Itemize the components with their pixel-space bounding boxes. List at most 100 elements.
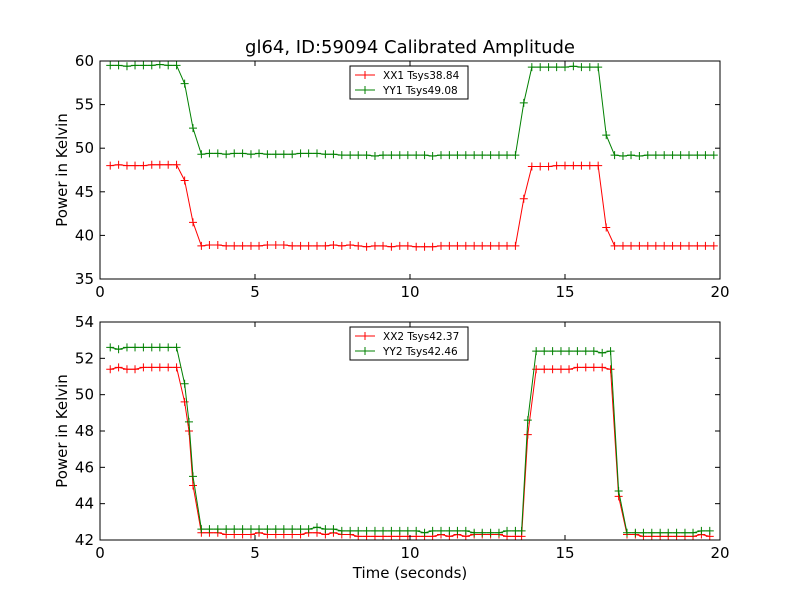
plot1-series-2-point bbox=[685, 151, 693, 160]
plot1-legend-label: YY1 Tsys49.08 bbox=[382, 85, 458, 97]
plot1-series-2-point bbox=[379, 151, 388, 160]
plot1-series-1-point bbox=[494, 241, 503, 250]
plot2-series-2-point bbox=[598, 348, 607, 357]
plot1-series-2-point bbox=[412, 151, 421, 160]
plot2-series-2-point bbox=[517, 526, 526, 535]
plot1-series-2-point bbox=[213, 149, 222, 158]
plot1-series-2-point bbox=[279, 150, 288, 159]
plot1-series-2-point bbox=[147, 61, 156, 70]
plot2-legend-item-1: XX2 Tsys42.37 bbox=[355, 331, 459, 343]
plot2-series-2-point bbox=[647, 528, 656, 537]
plot2-x-tick-label: 15 bbox=[555, 544, 574, 562]
plot2-series-2-point bbox=[172, 343, 181, 352]
plot1-series-1-point bbox=[395, 241, 404, 250]
plot2-series-2-point bbox=[445, 526, 454, 535]
plot2-y-tick-label: 50 bbox=[75, 386, 94, 404]
plot1-series-2-point bbox=[263, 150, 272, 159]
plot1-series-1-point bbox=[106, 161, 115, 170]
plot1-series-1-point bbox=[213, 240, 222, 249]
plot1-series-1-point bbox=[222, 241, 231, 250]
plot1-series-2-point bbox=[321, 150, 330, 159]
plot1-series-1-point bbox=[205, 240, 214, 249]
plot1-series-1-point bbox=[544, 162, 553, 171]
plot1-series-1-point bbox=[627, 241, 636, 250]
plot1-series-1-point bbox=[577, 161, 586, 170]
plot1-series-1-point bbox=[122, 161, 131, 170]
plot1-group: 0 5 10 15 20 35 40 45 50 55 60 Power in Kelvin XX1 T… bbox=[53, 52, 730, 301]
plot2-series-2-point bbox=[556, 347, 565, 356]
plot1-series-2-point bbox=[709, 151, 718, 160]
plot1-series-1-point bbox=[635, 241, 644, 250]
plot1-series-2-point bbox=[486, 151, 495, 160]
plot1-series-1-point bbox=[296, 241, 305, 250]
plot2-series-2-point bbox=[503, 526, 512, 535]
plot1-series-2-point bbox=[693, 151, 702, 160]
plot2-series-1-point bbox=[540, 365, 549, 374]
plot2-series-1-point bbox=[147, 363, 156, 372]
plot2-series-1-point bbox=[106, 365, 115, 374]
plot1-series-1-point bbox=[610, 241, 619, 250]
plot2-y-tick-label: 42 bbox=[75, 531, 94, 549]
plot1-series-1-point bbox=[685, 241, 693, 250]
plot1-series-1-point bbox=[486, 241, 495, 250]
plot2-series-2-point bbox=[680, 528, 689, 537]
plot1-series-2-point bbox=[238, 149, 247, 158]
plot1-series-2-point bbox=[635, 152, 644, 161]
plot2-series-2-point bbox=[197, 525, 206, 534]
plot1-series-2-point bbox=[304, 149, 313, 158]
plot2-series-2-point bbox=[672, 528, 681, 537]
plot2-series-1-point bbox=[556, 365, 565, 374]
plot1-series-2-point bbox=[114, 61, 123, 70]
plot2-series-2-point bbox=[523, 416, 532, 425]
plot2-series-2-point bbox=[639, 528, 648, 537]
plot1-series-2-point bbox=[577, 63, 586, 72]
plot2-series-2-point bbox=[470, 528, 479, 537]
plot1-series-1-point bbox=[420, 242, 429, 251]
plot2-legend-box bbox=[349, 326, 469, 361]
plot1-series-2-point bbox=[255, 149, 264, 158]
plot2-series-2-point bbox=[131, 343, 140, 352]
plot2-series-2-point bbox=[106, 343, 115, 352]
plot2-legend-label: XX2 Tsys42.37 bbox=[383, 331, 459, 343]
plot1-series-2-point bbox=[337, 151, 346, 160]
plot1-series-2-point bbox=[346, 151, 355, 160]
plot1-series-1-point bbox=[230, 241, 239, 250]
plot2-series-2-point bbox=[246, 525, 255, 534]
plot1-series-1-point bbox=[618, 241, 627, 250]
plot2-series-2-point bbox=[581, 347, 590, 356]
plot1-series-2-point bbox=[155, 60, 164, 69]
plot1-series-1-point bbox=[387, 242, 396, 251]
plot2-series-2-point bbox=[213, 525, 222, 534]
plot1-series-1-point bbox=[288, 241, 297, 250]
plot2-series-2-point bbox=[263, 525, 272, 534]
plot1-series-1-point bbox=[131, 161, 140, 170]
plot2-series-2-point bbox=[147, 343, 156, 352]
plot2-series-2-point bbox=[346, 526, 355, 535]
plot2-series-2-point bbox=[697, 526, 706, 535]
plot1-legend-box bbox=[349, 65, 469, 100]
plot1-series-1-line bbox=[110, 164, 714, 248]
plot1-series-2-point bbox=[395, 151, 404, 160]
plot1-series-2-point bbox=[189, 124, 197, 133]
plot2-series-2-point bbox=[486, 528, 495, 537]
plot2-series-2-point bbox=[428, 526, 437, 535]
plot1-series-1-point bbox=[238, 241, 247, 250]
plot2-series-2-point bbox=[205, 525, 214, 534]
plot2-series-2-point bbox=[437, 526, 445, 535]
plot2-y-tick-label: 54 bbox=[75, 313, 94, 331]
plot1-series-1-point bbox=[453, 241, 462, 250]
plot2-series-2-point bbox=[614, 486, 623, 495]
plot1-series-1-point bbox=[354, 241, 363, 250]
plot2-series-2-point bbox=[362, 526, 371, 535]
plot2-series-2-point bbox=[255, 525, 264, 534]
plot1-series-1-point bbox=[337, 241, 346, 250]
plot2-series-1-point bbox=[131, 365, 140, 374]
plot1-series-1-point bbox=[643, 241, 652, 250]
plot2-series-1-point bbox=[589, 363, 598, 372]
plot1-series-1-point bbox=[437, 241, 445, 250]
plot1-series-1-point bbox=[271, 240, 280, 249]
plot1-series-1-point bbox=[164, 160, 173, 169]
plot2-series-1-point bbox=[172, 363, 181, 372]
plot1-series-1-point bbox=[651, 241, 660, 250]
plot1-series-2-point bbox=[519, 98, 528, 107]
